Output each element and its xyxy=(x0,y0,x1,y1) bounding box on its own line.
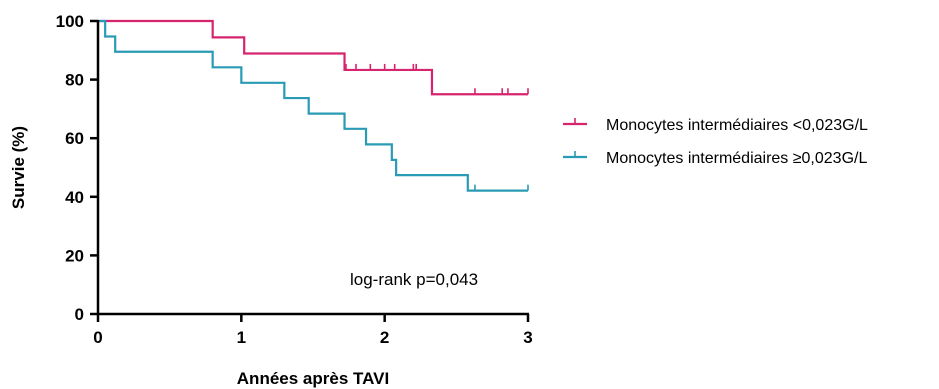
tick-labels: 0 20 40 60 80 100 0 1 2 3 xyxy=(56,12,533,347)
x-axis-title: Années après TAVI xyxy=(237,369,389,388)
series-line-1 xyxy=(98,19,528,96)
x-tick-label-3: 3 xyxy=(523,328,532,347)
x-tick-label-2: 2 xyxy=(380,328,389,347)
plot-area xyxy=(98,19,529,192)
y-tick-label-60: 60 xyxy=(65,129,84,148)
x-tick-label-0: 0 xyxy=(93,328,102,347)
legend-label-1: Monocytes intermédiaires <0,023G/L xyxy=(606,117,868,134)
log-rank-annotation: log-rank p=0,043 xyxy=(350,270,478,289)
y-tick-label-0: 0 xyxy=(75,305,84,324)
legend-label-2: Monocytes intermédiaires ≥0,023G/L xyxy=(606,150,867,167)
x-tick-label-1: 1 xyxy=(237,328,246,347)
axes xyxy=(90,19,530,322)
legend: Monocytes intermédiaires <0,023G/L Monocy… xyxy=(563,117,868,167)
y-tick-label-80: 80 xyxy=(65,71,84,90)
y-tick-label-40: 40 xyxy=(65,188,84,207)
y-tick-label-100: 100 xyxy=(56,12,84,31)
series-line-2 xyxy=(98,19,528,192)
y-tick-label-20: 20 xyxy=(65,246,84,265)
y-axis-title: Survie (%) xyxy=(9,126,28,209)
